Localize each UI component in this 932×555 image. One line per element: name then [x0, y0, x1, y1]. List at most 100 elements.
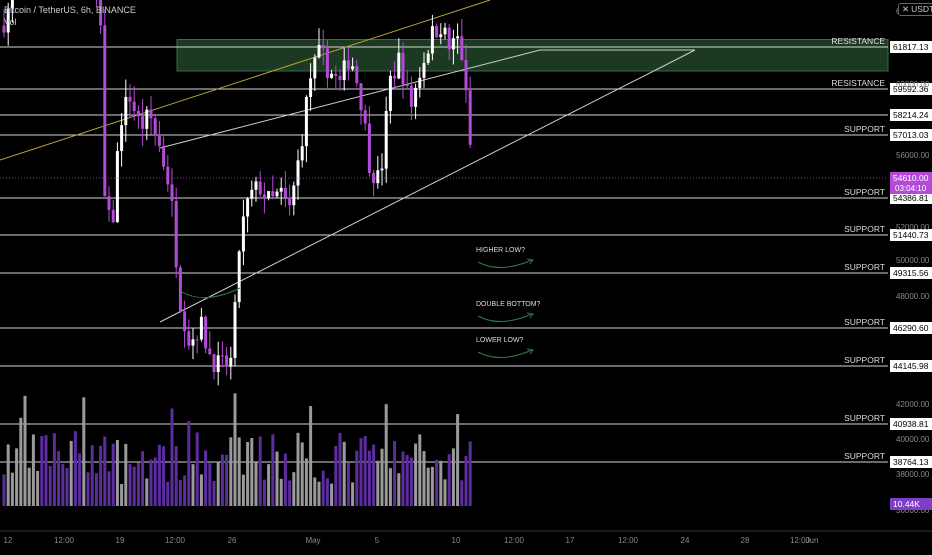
- candle-body: [241, 216, 245, 252]
- volume-bar: [136, 462, 140, 506]
- time-axis-label: 12:00: [618, 536, 639, 545]
- candle-body: [111, 209, 115, 223]
- volume-bar: [376, 460, 380, 506]
- volume-bar: [468, 441, 472, 506]
- volume-bar: [86, 472, 90, 506]
- candle-body: [107, 196, 111, 210]
- close-icon[interactable]: ✕: [902, 4, 910, 14]
- volume-bar: [418, 434, 422, 506]
- volume-bar: [393, 441, 397, 506]
- candle-body: [149, 109, 153, 119]
- price-scale-tick: 60000.00: [896, 80, 930, 89]
- volume-bar: [191, 464, 195, 506]
- candle-body: [233, 302, 237, 358]
- volume-bar: [334, 445, 338, 506]
- volume-bar: [166, 481, 170, 506]
- candle-body: [342, 60, 346, 81]
- lower-channel-line: [159, 49, 696, 323]
- time-axis-label: 12: [4, 536, 13, 545]
- volume-bar: [212, 480, 216, 506]
- volume-bar: [313, 477, 317, 506]
- price-tag-value: 49315.56: [893, 268, 929, 278]
- volume-bar: [103, 436, 107, 506]
- candle-body: [409, 85, 413, 107]
- level-label: RESISTANCE: [831, 78, 885, 88]
- volume-bar: [246, 441, 250, 506]
- candle-body: [422, 62, 426, 78]
- volume-bar: [23, 395, 27, 506]
- volume-bar: [460, 480, 464, 506]
- volume-bar: [363, 436, 367, 506]
- price-tag: [890, 129, 932, 141]
- volume-bar: [388, 468, 392, 506]
- price-scale-tick: 42000.00: [896, 400, 930, 409]
- level-label: RESISTANCE: [831, 36, 885, 46]
- price-tag: [890, 109, 932, 121]
- volume-bar: [40, 436, 44, 506]
- volume-bar: [199, 474, 203, 506]
- price-tag-value: 46290.60: [893, 323, 929, 333]
- candle-body: [187, 331, 191, 346]
- annotation-arc: [477, 349, 533, 358]
- volume-bar: [120, 483, 124, 506]
- volume-bar: [351, 482, 355, 506]
- candle-body: [456, 36, 460, 39]
- volume-bar: [321, 470, 325, 506]
- candle-body: [401, 52, 405, 85]
- volume-bar: [19, 417, 23, 506]
- time-axis-label: 12:00: [790, 536, 811, 545]
- chart-header: Bitcoin / TetherUS, 6h, BINANCE Vol: [4, 4, 136, 28]
- volume-bar: [241, 474, 245, 506]
- volume-bar: [73, 431, 77, 506]
- candle-body: [468, 90, 472, 145]
- volume-bar: [141, 451, 145, 506]
- level-label: SUPPORT: [844, 262, 885, 272]
- volume-bar: [267, 464, 271, 506]
- volume-bar: [124, 443, 128, 506]
- price-tag-value: 51440.73: [893, 230, 929, 240]
- volume-bar: [414, 443, 418, 506]
- level-label: SUPPORT: [844, 413, 885, 423]
- candle-body: [246, 198, 250, 217]
- time-axis-label: 12:00: [504, 536, 525, 545]
- volume-bar: [317, 481, 321, 506]
- volume-bar: [262, 479, 266, 506]
- volume-bar: [233, 393, 237, 506]
- volume-bar: [372, 444, 376, 506]
- volume-bar: [296, 432, 300, 506]
- annotation-label: LOWER LOW?: [476, 337, 524, 344]
- currency-selector[interactable]: ✕ USDT: [898, 3, 932, 16]
- candle-body: [254, 181, 258, 190]
- candle-body: [183, 311, 187, 332]
- volume-bar: [237, 437, 241, 506]
- annotation-arrow: [526, 312, 534, 319]
- volume-bar: [48, 465, 52, 506]
- candle-body: [267, 191, 271, 199]
- candle-body: [10, 0, 14, 9]
- price-tag: [890, 360, 932, 372]
- volume-bar: [44, 435, 48, 506]
- candle-body: [128, 96, 132, 102]
- volume-bar: [325, 478, 329, 506]
- candle-body: [288, 197, 292, 206]
- price-tag: [890, 322, 932, 334]
- annotation-arc: [477, 313, 533, 322]
- volume-bar: [397, 473, 401, 506]
- volume-bar: [258, 436, 262, 506]
- volume-bar: [292, 472, 296, 506]
- volume-bar: [65, 467, 69, 506]
- volume-bar: [288, 480, 292, 506]
- candle-body: [2, 25, 6, 33]
- price-scale-tick: 50000.00: [896, 256, 930, 265]
- volume-bar: [69, 440, 73, 506]
- price-scale-tick: 36000.00: [896, 506, 930, 515]
- volume-bar: [225, 454, 229, 506]
- candle-body: [115, 151, 119, 223]
- volume-bar: [82, 397, 86, 506]
- candle-body: [120, 125, 124, 152]
- volume-bar: [359, 438, 363, 506]
- candle-body: [351, 66, 355, 70]
- candle-body: [166, 166, 170, 185]
